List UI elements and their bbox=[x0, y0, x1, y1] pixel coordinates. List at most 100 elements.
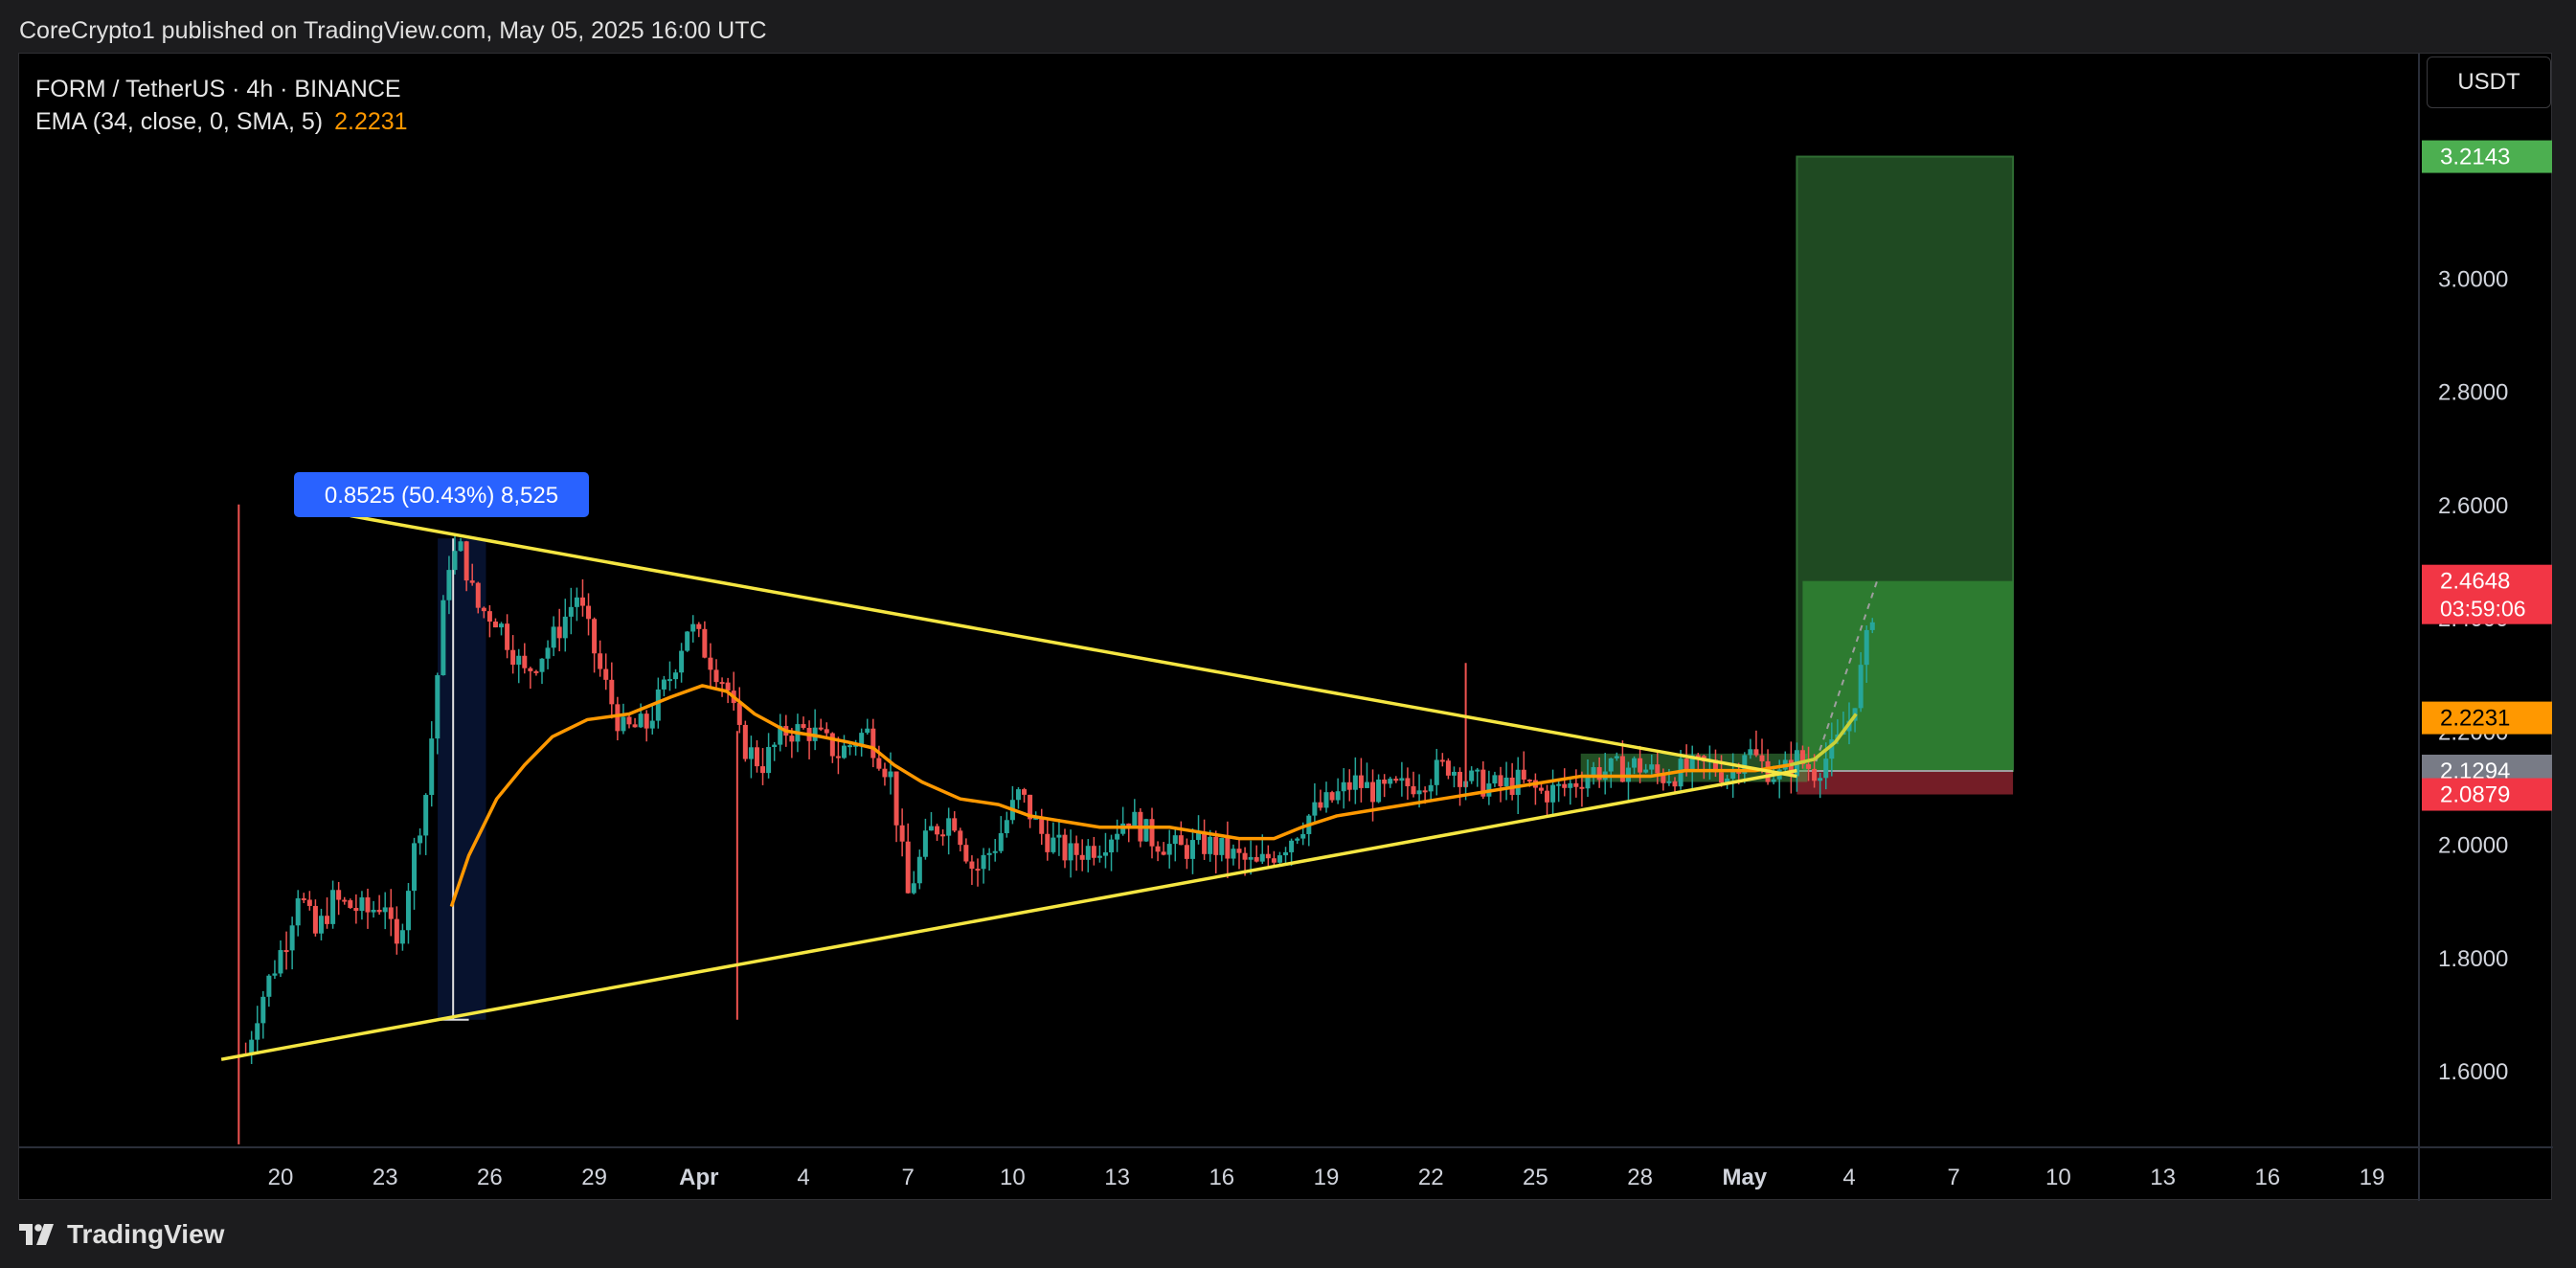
tradingview-logo-icon[interactable] bbox=[19, 1224, 57, 1245]
candlestick-chart[interactable]: 0.8525 (50.43%) 8,525 3.0000 2.8000 2.6000 2… bbox=[19, 54, 2553, 1201]
candle-body bbox=[1335, 791, 1341, 801]
candle-body bbox=[1236, 849, 1242, 853]
candle-body bbox=[1062, 834, 1068, 861]
candle-body bbox=[556, 626, 562, 639]
candle-body bbox=[1289, 840, 1295, 852]
measure-label: 0.8525 (50.43%) 8,525 bbox=[325, 483, 558, 509]
candle-body bbox=[1759, 755, 1765, 761]
candle-body bbox=[249, 1039, 255, 1054]
candle-body bbox=[778, 726, 783, 745]
time-tick: 25 bbox=[1523, 1165, 1548, 1190]
candle-body bbox=[574, 597, 579, 607]
candle-body bbox=[667, 679, 672, 682]
candle-body bbox=[418, 835, 423, 844]
candle-body bbox=[1155, 846, 1161, 852]
candle-body bbox=[1562, 783, 1568, 788]
currency-button[interactable]: USDT bbox=[2427, 57, 2551, 108]
candle-body bbox=[394, 918, 399, 944]
candle-body bbox=[1056, 834, 1062, 838]
candle-body bbox=[713, 669, 719, 683]
candle-body bbox=[969, 861, 975, 870]
candle-body bbox=[505, 623, 510, 650]
candle-body bbox=[1126, 823, 1132, 827]
candle-body bbox=[1712, 759, 1718, 773]
candle-body bbox=[853, 744, 859, 747]
candle-body bbox=[1358, 775, 1364, 788]
candle-body bbox=[1248, 856, 1254, 860]
candle-body bbox=[1585, 776, 1591, 789]
candle-body bbox=[376, 909, 382, 913]
price-tick: 2.6000 bbox=[2438, 493, 2508, 519]
candle-body bbox=[1352, 775, 1358, 790]
candle-body bbox=[598, 653, 603, 669]
candle-body bbox=[312, 905, 318, 934]
candle-body bbox=[1399, 778, 1405, 781]
candle-body bbox=[655, 689, 661, 721]
candle-body bbox=[748, 747, 754, 759]
candle-body bbox=[1480, 769, 1486, 797]
candle-body bbox=[463, 541, 469, 581]
candle-body bbox=[1614, 756, 1619, 759]
candle-body bbox=[475, 582, 481, 608]
candle-body bbox=[1683, 759, 1689, 772]
candle-body bbox=[899, 825, 905, 842]
candle-body bbox=[1439, 759, 1445, 762]
candle-body bbox=[441, 600, 446, 676]
time-tick: 16 bbox=[2254, 1165, 2280, 1190]
brand-name[interactable]: TradingView bbox=[67, 1219, 225, 1249]
candle-body bbox=[499, 623, 505, 628]
ema-value: 2.2231 bbox=[334, 108, 408, 135]
lower-trendline bbox=[220, 768, 1797, 1061]
candle-body bbox=[522, 655, 528, 668]
candle-body bbox=[603, 668, 609, 680]
candle-body bbox=[1742, 755, 1748, 774]
last-price-countdown: 03:59:06 bbox=[2440, 597, 2526, 622]
candle-body bbox=[1649, 764, 1655, 770]
price-tick: 1.6000 bbox=[2438, 1059, 2508, 1085]
candle-body bbox=[399, 930, 405, 944]
candle-body bbox=[1806, 763, 1812, 769]
time-tick: 13 bbox=[1104, 1165, 1130, 1190]
candle-body bbox=[1515, 769, 1521, 795]
candle-body bbox=[1719, 772, 1725, 783]
candle-body bbox=[661, 679, 667, 690]
candle-body bbox=[353, 908, 359, 912]
candle-body bbox=[266, 975, 272, 997]
candle-body bbox=[1388, 779, 1393, 784]
candle-body bbox=[446, 570, 452, 600]
candle-body bbox=[1149, 819, 1155, 847]
candle-body bbox=[1184, 845, 1189, 859]
candle-body bbox=[644, 713, 649, 729]
candle-body bbox=[905, 841, 911, 894]
candle-body bbox=[469, 580, 475, 583]
candle-body bbox=[882, 768, 888, 778]
candle-body bbox=[1091, 846, 1096, 858]
candle-body bbox=[1323, 792, 1329, 808]
candle-body bbox=[963, 845, 969, 862]
time-tick: 23 bbox=[373, 1165, 398, 1190]
stop-zone bbox=[1796, 770, 2014, 795]
time-tick: 13 bbox=[2150, 1165, 2176, 1190]
candle-body bbox=[1498, 775, 1503, 787]
candle-body bbox=[1689, 755, 1695, 772]
candle-body bbox=[870, 728, 876, 759]
position-dashed-path bbox=[1815, 580, 1879, 762]
candle-body bbox=[649, 720, 655, 729]
time-tick: 4 bbox=[1842, 1165, 1855, 1190]
stop-label: 2.0879 bbox=[2440, 782, 2510, 808]
candle-body bbox=[371, 909, 376, 913]
candle-body bbox=[1346, 781, 1352, 790]
candle-body bbox=[405, 891, 411, 931]
candle-body bbox=[888, 771, 893, 778]
candle-body bbox=[429, 738, 435, 796]
candle-body bbox=[1341, 781, 1346, 792]
candle-body bbox=[1242, 852, 1248, 860]
candle-body bbox=[789, 736, 795, 742]
candle-body bbox=[1573, 782, 1579, 787]
chart-panel[interactable]: 0.8525 (50.43%) 8,525 3.0000 2.8000 2.6000 2… bbox=[18, 53, 2553, 1201]
candle-body bbox=[818, 727, 824, 730]
candle-body bbox=[289, 925, 295, 951]
candle-body bbox=[486, 611, 492, 623]
candle-body bbox=[702, 628, 708, 658]
candle-body bbox=[1051, 837, 1056, 852]
